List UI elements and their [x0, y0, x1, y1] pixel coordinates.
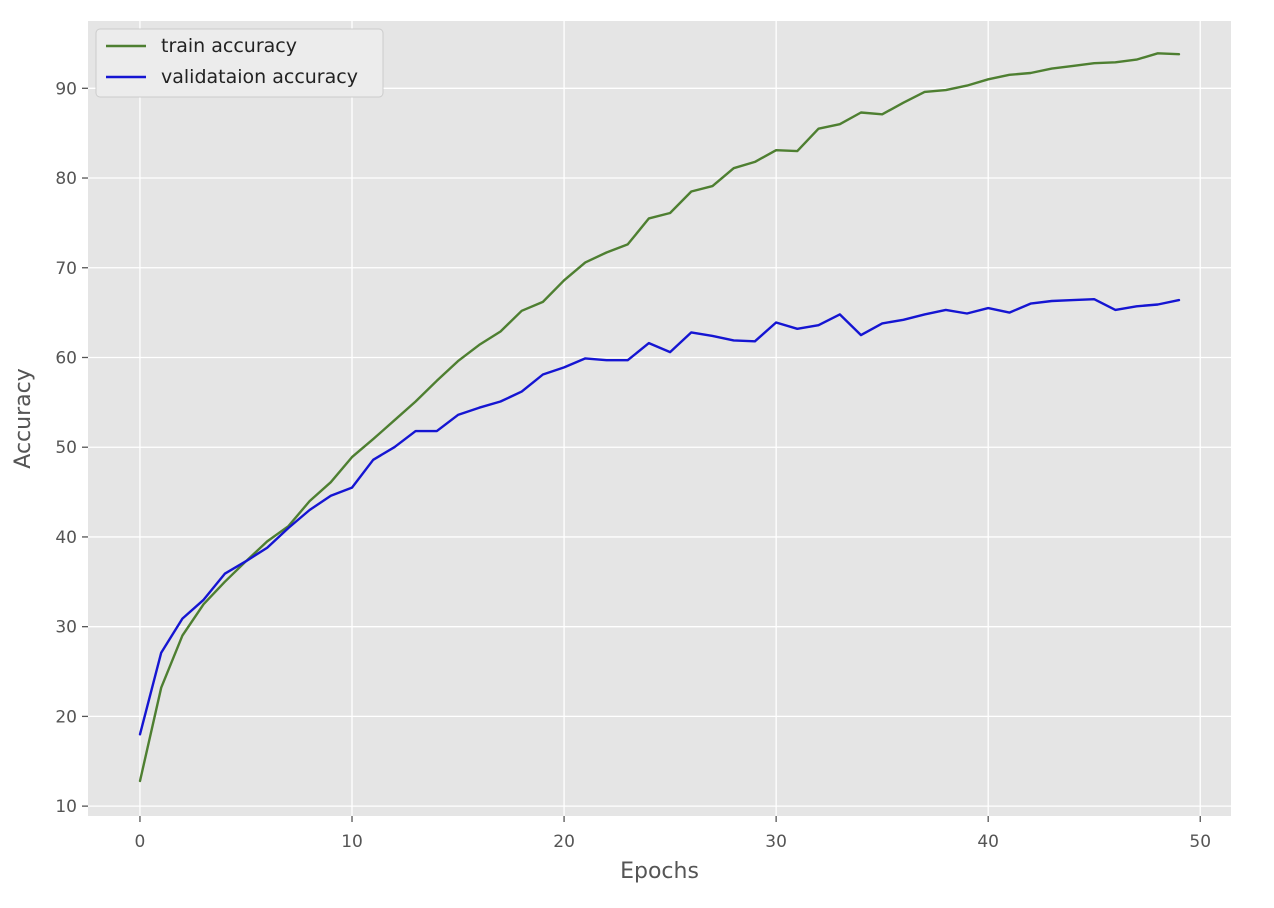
y-tick-label: 10 — [55, 797, 77, 817]
y-tick-label: 90 — [55, 79, 77, 99]
series-line-train-accuracy — [138, 52, 1181, 783]
y-tick-label: 40 — [55, 528, 77, 548]
y-tick-label: 70 — [55, 259, 77, 279]
legend: train accuracy validataion accuracy — [95, 28, 384, 98]
x-axis-ticks: 0 10 20 30 40 50 — [135, 816, 1211, 852]
series-layer — [138, 52, 1181, 783]
y-tick-label: 60 — [55, 348, 77, 368]
legend-label: validataion accuracy — [161, 66, 358, 88]
x-axis-label: Epochs — [620, 859, 699, 884]
grid-lines — [88, 21, 1231, 816]
y-tick-label: 20 — [55, 707, 77, 727]
series-line-validation-accuracy — [138, 298, 1181, 736]
x-tick-label: 50 — [1189, 832, 1211, 852]
y-tick-label: 50 — [55, 438, 77, 458]
x-tick-label: 0 — [135, 832, 146, 852]
y-axis-label: Accuracy — [11, 368, 36, 468]
x-tick-label: 40 — [977, 832, 999, 852]
y-axis-ticks: 10 20 30 40 50 60 70 80 90 — [55, 79, 88, 817]
x-tick-label: 20 — [553, 832, 575, 852]
plot-background — [88, 21, 1231, 816]
x-tick-label: 10 — [341, 832, 363, 852]
y-tick-label: 30 — [55, 618, 77, 638]
x-tick-label: 30 — [765, 832, 787, 852]
y-tick-label: 80 — [55, 169, 77, 189]
legend-label: train accuracy — [161, 35, 297, 57]
legend-box — [95, 28, 384, 98]
